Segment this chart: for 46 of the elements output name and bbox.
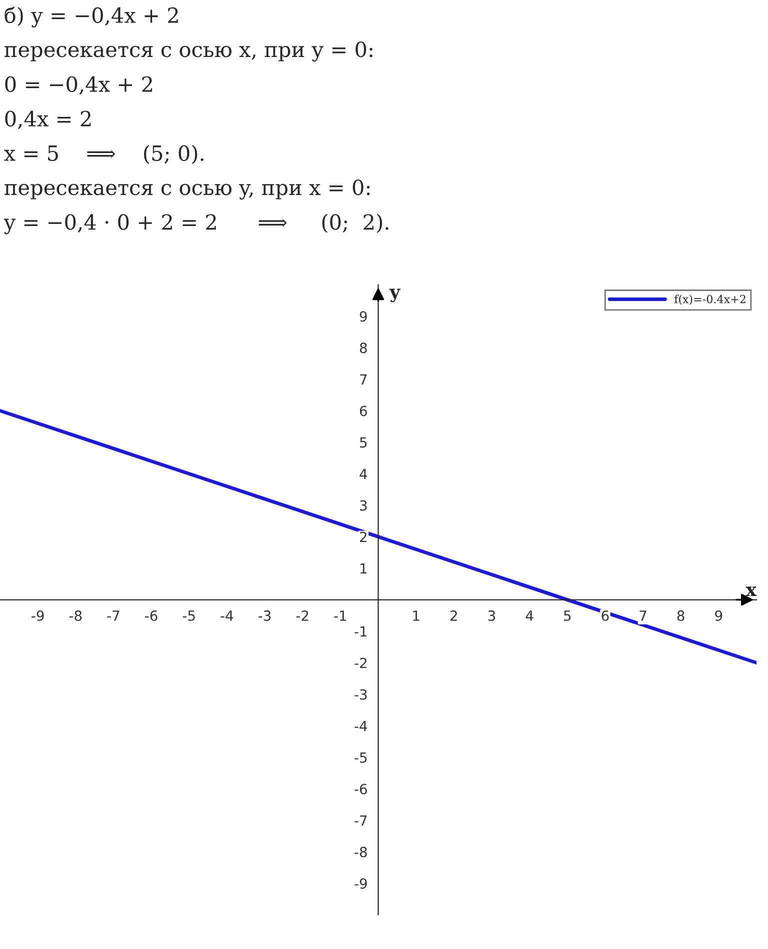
text: пересекается с осью y, при x = 0:: [4, 179, 370, 200]
x-tick-label: 2: [450, 610, 457, 621]
x-tick-label: -5: [182, 610, 195, 621]
y-tick-label: -8: [354, 846, 367, 858]
y-tick-label: -3: [354, 689, 367, 700]
y-tick-label: -1: [354, 626, 367, 637]
y-tick-label: 7: [360, 374, 367, 384]
y-tick-label: -7: [354, 815, 367, 826]
y-tick-label: -5: [354, 752, 367, 763]
x-tick-label: -4: [220, 610, 234, 621]
text: пересекается с осью x, при y = 0:: [4, 41, 372, 62]
x-tick-label: -2: [296, 610, 308, 621]
y-tick-label: -6: [354, 784, 367, 794]
x-tick-label: 9: [715, 610, 722, 621]
text: 0,4x = 2: [5, 110, 91, 130]
x-tick-label: 7: [640, 610, 646, 621]
y-tick-label: 1: [360, 563, 367, 574]
x-tick-label: -7: [107, 610, 120, 621]
x-tick-label: 3: [488, 610, 496, 621]
x-axis-title: x: [746, 586, 757, 596]
text: 0 = −0,4x + 2: [5, 76, 152, 95]
x-tick-label: -3: [258, 610, 271, 621]
y-axis-title: y: [389, 288, 401, 302]
text: б) y = −0,4x + 2: [4, 6, 178, 28]
y-tick-label: -2: [354, 658, 366, 668]
x-tick-label: -1: [334, 610, 346, 621]
x-tick-label: 5: [564, 610, 571, 621]
x-tick-label: 1: [413, 610, 420, 621]
y-tick-label: 9: [360, 311, 367, 322]
y-tick-label: 3: [360, 500, 367, 511]
y-tick-label: 4: [360, 468, 368, 480]
x-tick-label: 8: [677, 610, 684, 621]
y-tick-label: -9: [354, 878, 367, 889]
x-tick-label: -8: [69, 610, 82, 621]
text: y = −0,4 · 0 + 2 = 2 ⟹ (0; 2).: [4, 214, 388, 234]
x-tick-label: -6: [145, 610, 158, 621]
y-tick-label: -4: [354, 720, 368, 732]
y-tick-label: 8: [360, 342, 367, 354]
y-tick-label: 5: [360, 437, 367, 448]
text: f(x)=-0.4x+2: [674, 294, 746, 305]
y-tick-label: 6: [360, 406, 367, 416]
x-tick-label: 4: [526, 610, 534, 621]
y-tick-label: 2: [360, 532, 366, 542]
x-tick-label: -9: [32, 610, 44, 621]
x-tick-label: 6: [602, 610, 609, 621]
text: x = 5 ⟹ (5; 0).: [4, 144, 204, 164]
